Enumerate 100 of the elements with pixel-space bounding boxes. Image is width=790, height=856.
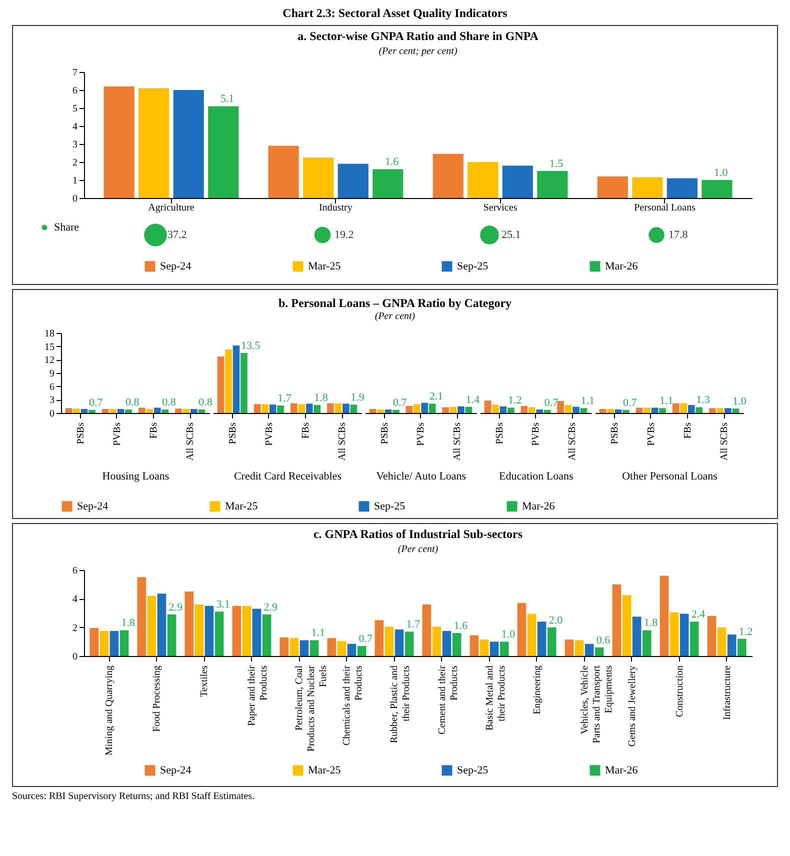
bar xyxy=(313,405,320,413)
bar xyxy=(527,614,536,656)
bar xyxy=(208,106,239,198)
bar xyxy=(470,635,479,656)
data-label: 0.7 xyxy=(392,396,407,409)
data-label: 0.7 xyxy=(622,396,637,409)
bar xyxy=(632,616,642,656)
text: b. Personal Loans – GNPA Ratio by Category xyxy=(278,296,512,311)
x-tick-label: Basic Metal and their Products xyxy=(484,665,508,730)
y-tick-label: 3 xyxy=(72,140,78,150)
bar xyxy=(717,627,726,656)
x-tick-label: All SCBs xyxy=(566,422,578,461)
data-label: 0.7 xyxy=(358,632,374,645)
bar xyxy=(384,409,392,413)
y-tick-label: 7 xyxy=(72,68,78,78)
y-tick-label: 18 xyxy=(44,328,54,340)
y-tick-label: 0 xyxy=(49,408,54,420)
x-tick-label: Personal Loans xyxy=(634,202,696,214)
text: Chart 2.3: Sectoral Asset Quality Indicators xyxy=(282,6,508,21)
bar xyxy=(622,410,629,413)
bar xyxy=(242,606,252,656)
chart-title: a. Sector-wise GNPA Ratio and Share in GNPA xyxy=(298,29,539,43)
bar xyxy=(303,158,334,198)
y-tick-label: 6 xyxy=(49,382,54,393)
data-label: 0.6 xyxy=(596,634,611,646)
bar xyxy=(690,622,699,656)
x-tick-label: PSBs xyxy=(378,422,390,444)
bar xyxy=(643,408,650,413)
bar xyxy=(327,638,336,656)
legend-label: Mar-25 xyxy=(308,260,342,272)
bar xyxy=(232,345,240,413)
legend-label: Share xyxy=(54,222,80,234)
data-label: 1.0 xyxy=(501,628,516,641)
bar xyxy=(680,614,689,656)
data-label: 2.0 xyxy=(548,614,564,626)
bar xyxy=(543,410,550,413)
bar xyxy=(468,162,498,198)
bar xyxy=(261,404,268,413)
bar xyxy=(232,606,242,656)
bar xyxy=(449,406,456,413)
bar xyxy=(606,409,614,413)
bar xyxy=(147,596,156,656)
x-tick-label: FBs xyxy=(148,422,160,439)
data-label: 5.1 xyxy=(220,93,234,106)
x-tick-label: FBs xyxy=(300,422,312,439)
text: (Per cent) xyxy=(374,311,416,322)
y-tick-label: 12 xyxy=(44,355,54,366)
y-tick-label: 4 xyxy=(72,122,78,132)
bar xyxy=(442,630,452,656)
bar xyxy=(612,584,622,656)
data-label: 1.4 xyxy=(465,394,480,406)
bar xyxy=(708,408,716,413)
data-label: 1.1 xyxy=(580,395,594,408)
bar xyxy=(584,644,594,656)
x-tick-label: PVBs xyxy=(645,422,656,446)
bar xyxy=(537,622,546,656)
bar xyxy=(350,404,357,413)
x-tick-label: Food Processing xyxy=(152,666,163,732)
bar xyxy=(597,176,628,198)
bar xyxy=(580,408,587,413)
bar xyxy=(428,404,436,413)
bar xyxy=(405,406,412,413)
bar xyxy=(556,401,564,413)
x-axis-title: Vehicle/ Auto Loans xyxy=(376,470,466,483)
data-label: 1.8 xyxy=(314,392,328,404)
bar xyxy=(376,409,384,413)
data-label: 1.8 xyxy=(644,617,658,630)
data-label: 1.1 xyxy=(311,627,326,640)
x-axis-title: Other Personal Loans xyxy=(622,470,717,483)
bar xyxy=(564,405,572,413)
data-label: 1.0 xyxy=(732,396,746,408)
bar xyxy=(100,630,109,656)
bar xyxy=(104,86,134,198)
bar xyxy=(262,614,272,656)
legend-label: Sep-24 xyxy=(160,260,192,272)
data-label: 1.6 xyxy=(454,620,468,632)
bar xyxy=(536,409,543,413)
bar xyxy=(528,407,535,413)
bar xyxy=(216,356,224,413)
bar xyxy=(492,404,498,413)
data-label: 1.7 xyxy=(406,618,421,631)
bar xyxy=(412,404,420,413)
bar xyxy=(337,640,346,656)
x-tick-label: Petroleum, Coal Products and Nuclear Fuels xyxy=(294,664,330,752)
x-tick-label: PSBs xyxy=(226,422,238,444)
y-tick-label: 2 xyxy=(72,158,78,168)
bar xyxy=(702,180,732,198)
x-tick-label: Gems and Jewellery xyxy=(626,666,638,747)
bar xyxy=(660,576,669,656)
chart-subtitle: (Per cent; per cent) xyxy=(378,46,458,57)
bar xyxy=(614,409,622,413)
bar xyxy=(422,604,432,656)
bar xyxy=(716,408,724,413)
data-label: 17.8 xyxy=(668,229,688,241)
bar xyxy=(280,637,289,656)
data-label: 0.8 xyxy=(125,396,140,408)
bar xyxy=(464,406,472,413)
bar xyxy=(392,410,399,413)
data-label: 0.7 xyxy=(88,396,103,409)
bar xyxy=(547,627,556,656)
